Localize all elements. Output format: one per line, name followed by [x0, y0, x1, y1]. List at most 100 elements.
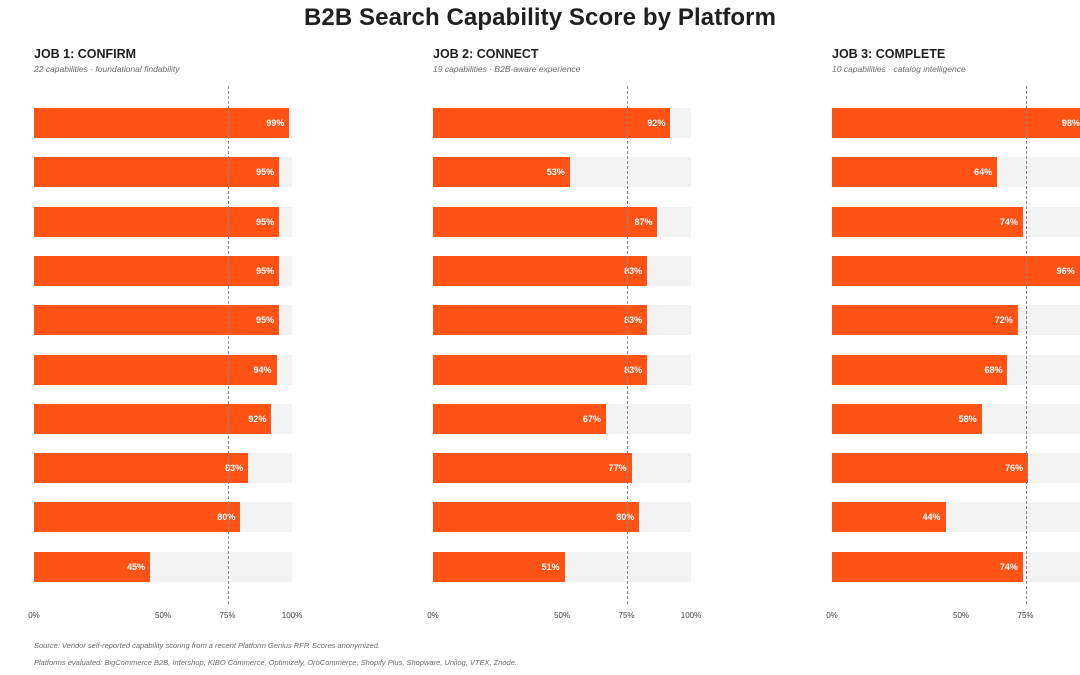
bar: [433, 305, 648, 336]
bar: [832, 305, 1018, 336]
panel-title: JOB 1: CONFIRM: [34, 47, 137, 61]
bar-value-label: 77%: [608, 463, 627, 474]
bar-row: Platform F94%: [34, 354, 292, 385]
bar-row: Platform F83%: [433, 354, 691, 385]
bar: [34, 403, 272, 434]
bar-value-label: 74%: [999, 561, 1018, 572]
bar-row: Platform E83%: [433, 305, 691, 336]
bar: [34, 157, 280, 188]
bar-value-label: 80%: [217, 512, 236, 523]
bar: [34, 502, 241, 533]
chart-title: B2B Search Capability Score by Platform: [303, 4, 777, 31]
bar: [832, 206, 1023, 237]
bar-row: Platform D96%: [832, 255, 1080, 286]
bar-row: Platform H77%: [433, 453, 691, 484]
bar-row: Platform G58%: [832, 403, 1080, 434]
panel-subtitle: 22 capabilities · foundational findabili…: [34, 64, 180, 74]
bar-value-label: 87%: [634, 216, 653, 227]
bar-row: Platform B64%: [832, 157, 1080, 188]
bar-row: Platform I80%: [34, 502, 292, 533]
bar-row: Platform H76%: [832, 453, 1080, 484]
x-tick-label: 75%: [1017, 611, 1034, 620]
panel-title: JOB 2: CONNECT: [433, 47, 539, 61]
x-tick-label: 0%: [28, 611, 40, 620]
panel-title: JOB 3: COMPLETE: [832, 47, 946, 61]
x-tick-label: 0%: [826, 611, 838, 620]
bar-row: Platform C87%: [433, 206, 691, 237]
bar-value-label: 72%: [994, 315, 1013, 326]
bar-value-label: 83%: [624, 265, 643, 276]
reference-line: [1025, 86, 1027, 604]
x-tick-label: 50%: [154, 611, 172, 620]
bar-value-label: 95%: [256, 315, 275, 326]
bar-value-label: 58%: [958, 413, 977, 424]
bar: [433, 403, 606, 434]
bar-value-label: 95%: [256, 216, 275, 227]
bar-value-label: 67%: [582, 413, 601, 424]
bar-value-label: 53%: [546, 167, 565, 178]
x-tick-label: 0%: [427, 611, 439, 620]
chart-panel-3: JOB 3: COMPLETE 10 capabilities · catalog…: [826, 0, 1080, 675]
bar-value-label: 51%: [541, 561, 560, 572]
bar-row: Platform J74%: [832, 551, 1080, 582]
bar-value-label: 45%: [127, 561, 146, 572]
bar-value-label: 98%: [1061, 118, 1080, 128]
bar-value-label: 94%: [253, 364, 272, 375]
source-footnote: Source: Vendor self-reported capability …: [34, 641, 380, 650]
bar-value-label: 83%: [225, 463, 244, 474]
bar: [832, 354, 1008, 385]
bar-value-label: 83%: [624, 315, 643, 326]
bar-value-label: 64%: [974, 167, 993, 178]
bar: [34, 305, 280, 336]
bar: [832, 255, 1080, 286]
bar-row: Platform A98%: [832, 108, 1080, 138]
bar-row: Platform I44%: [832, 502, 1080, 533]
bar-value-label: 83%: [624, 364, 643, 375]
bar: [832, 108, 1080, 138]
panel-subtitle: 19 capabilities · B2B-aware experience: [433, 64, 581, 74]
bar-value-label: 44%: [922, 512, 941, 523]
bar: [433, 206, 658, 237]
bar: [832, 403, 982, 434]
bar-row: Platform E95%: [34, 305, 292, 336]
bar: [34, 255, 280, 286]
bar-row: Platform H83%: [34, 453, 292, 484]
bar: [832, 502, 946, 533]
chart-panel-2: JOB 2: CONNECT 19 capabilities · B2B-awar…: [427, 0, 701, 675]
x-tick-label: 50%: [553, 611, 571, 620]
x-tick-label: 75%: [219, 611, 236, 620]
bar: [34, 453, 249, 484]
bar-row: Platform B95%: [34, 157, 292, 188]
reference-line: [626, 86, 628, 604]
chart-panel-1: JOB 1: CONFIRM 22 capabilities · foundati…: [28, 0, 302, 675]
bar-value-label: 76%: [1005, 463, 1024, 474]
x-tick-label: 75%: [618, 611, 635, 620]
x-tick-label: 100%: [680, 611, 702, 620]
bar: [433, 108, 671, 138]
bar-row: Platform C95%: [34, 206, 292, 237]
bar-value-label: 92%: [248, 413, 267, 424]
bar-row: Platform F68%: [832, 354, 1080, 385]
bar-row: Platform I80%: [433, 502, 691, 533]
x-tick-label: 50%: [952, 611, 970, 620]
x-tick-label: 100%: [281, 611, 303, 620]
bar-row: Platform C74%: [832, 206, 1080, 237]
panel-subtitle: 10 capabilities · catalog intelligence: [832, 64, 966, 74]
bar-value-label: 95%: [256, 265, 275, 276]
bar: [34, 108, 290, 138]
bar-value-label: 95%: [256, 167, 275, 178]
bar: [433, 453, 632, 484]
bar-row: Platform E72%: [832, 305, 1080, 336]
bar-row: Platform D83%: [433, 255, 691, 286]
bar: [433, 551, 565, 582]
bar: [832, 453, 1029, 484]
bar-value-label: 80%: [616, 512, 635, 523]
bar-value-label: 68%: [984, 364, 1003, 375]
bar-row: Platform G92%: [34, 403, 292, 434]
bar: [34, 354, 277, 385]
bar-row: Platform J51%: [433, 551, 691, 582]
bar: [34, 551, 151, 582]
bar: [832, 157, 998, 188]
bar: [433, 157, 570, 188]
bar-value-label: 74%: [999, 216, 1018, 227]
